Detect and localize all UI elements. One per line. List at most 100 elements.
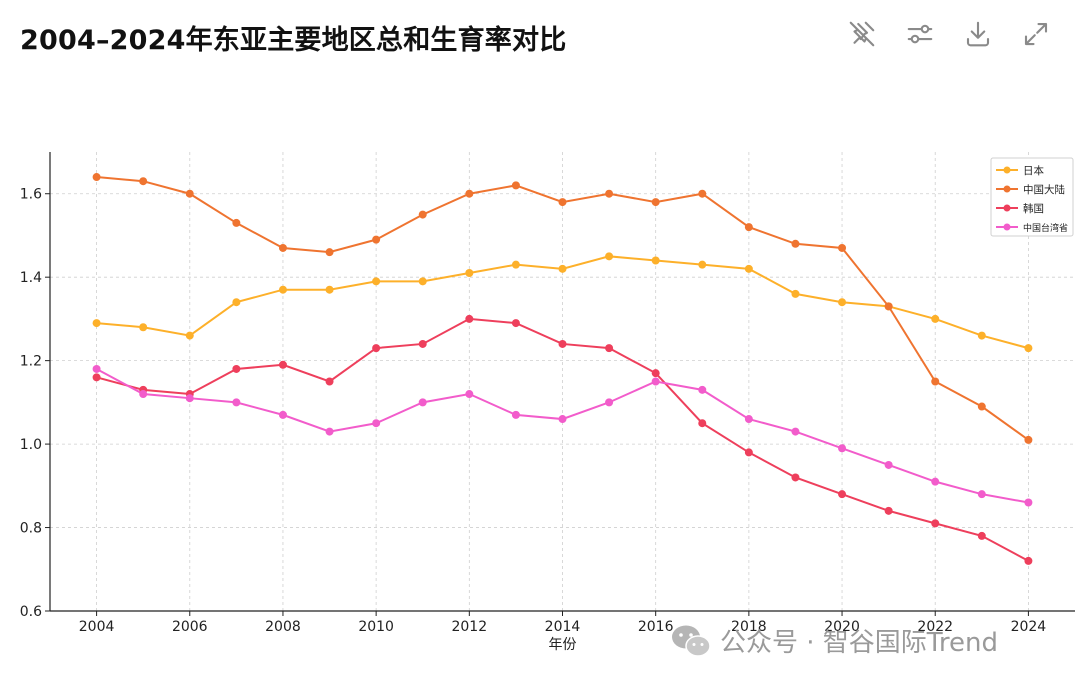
data-point bbox=[278, 360, 287, 369]
legend-marker bbox=[1003, 204, 1011, 212]
data-point bbox=[465, 269, 474, 278]
data-point bbox=[698, 419, 707, 428]
data-point bbox=[605, 189, 614, 198]
y-tick-label: 1.2 bbox=[20, 354, 42, 370]
legend-marker bbox=[1003, 166, 1011, 174]
data-point bbox=[651, 369, 660, 378]
data-point bbox=[185, 331, 194, 340]
legend-label: 日本 bbox=[1023, 164, 1045, 177]
data-point bbox=[931, 377, 940, 386]
x-tick-label: 2006 bbox=[172, 619, 208, 635]
data-point bbox=[92, 319, 101, 328]
series-1 bbox=[92, 173, 1033, 444]
legend-marker bbox=[1003, 185, 1011, 193]
series-0 bbox=[92, 252, 1033, 353]
data-point bbox=[558, 198, 567, 207]
y-tick-label: 1.6 bbox=[20, 187, 42, 203]
data-point bbox=[232, 398, 241, 407]
watermark: 公众号 · 智谷国际Trend bbox=[670, 622, 998, 659]
x-tick-label: 2022 bbox=[917, 619, 953, 635]
y-tick-label: 1.4 bbox=[20, 270, 42, 286]
data-point bbox=[418, 339, 427, 348]
data-point bbox=[977, 490, 986, 499]
data-point bbox=[605, 252, 614, 261]
data-point bbox=[139, 177, 148, 186]
y-tick-label: 1.0 bbox=[20, 437, 42, 453]
x-tick-label: 2008 bbox=[265, 619, 301, 635]
data-point bbox=[558, 339, 567, 348]
data-point bbox=[92, 373, 101, 382]
x-tick-label: 2004 bbox=[79, 619, 115, 635]
data-point bbox=[605, 398, 614, 407]
data-point bbox=[185, 189, 194, 198]
data-point bbox=[744, 415, 753, 424]
data-point bbox=[744, 223, 753, 232]
x-tick-label: 2018 bbox=[731, 619, 767, 635]
data-point bbox=[372, 235, 381, 244]
data-point bbox=[791, 239, 800, 248]
download-button[interactable] bbox=[962, 18, 994, 50]
data-point bbox=[372, 344, 381, 353]
data-point bbox=[651, 377, 660, 386]
data-point bbox=[465, 189, 474, 198]
x-tick-label: 2020 bbox=[824, 619, 860, 635]
series-2 bbox=[92, 314, 1033, 565]
data-point bbox=[977, 331, 986, 340]
x-tick-label: 2012 bbox=[451, 619, 487, 635]
grid-lines bbox=[50, 152, 1075, 612]
data-point bbox=[791, 289, 800, 298]
data-point bbox=[1024, 556, 1033, 565]
data-point bbox=[931, 314, 940, 323]
data-point bbox=[92, 364, 101, 373]
data-point bbox=[418, 398, 427, 407]
data-point bbox=[838, 490, 847, 499]
data-point bbox=[418, 210, 427, 219]
legend-box bbox=[990, 157, 1074, 237]
data-point bbox=[278, 410, 287, 419]
data-point bbox=[372, 277, 381, 286]
data-point bbox=[511, 181, 520, 190]
legend-label: 韩国 bbox=[1023, 202, 1044, 215]
data-point bbox=[651, 256, 660, 265]
data-point bbox=[511, 260, 520, 269]
settings-button[interactable] bbox=[904, 18, 936, 50]
series-3 bbox=[92, 364, 1033, 507]
data-point bbox=[931, 477, 940, 486]
legend-marker bbox=[1003, 223, 1011, 231]
pin-off-button[interactable] bbox=[846, 18, 878, 50]
data-point bbox=[698, 189, 707, 198]
data-point bbox=[698, 385, 707, 394]
x-tick-label: 2016 bbox=[638, 619, 674, 635]
wechat-icon bbox=[672, 625, 711, 657]
data-point bbox=[558, 264, 567, 273]
y-tick-label: 0.8 bbox=[20, 521, 42, 537]
data-point bbox=[698, 260, 707, 269]
data-point bbox=[791, 473, 800, 482]
x-tick-label: 2024 bbox=[1011, 619, 1047, 635]
data-point bbox=[232, 364, 241, 373]
download-icon bbox=[966, 21, 990, 47]
data-point bbox=[744, 264, 753, 273]
sliders-icon bbox=[907, 24, 933, 44]
data-point bbox=[1024, 498, 1033, 507]
data-point bbox=[558, 415, 567, 424]
data-point bbox=[884, 302, 893, 311]
pin-off-icon bbox=[849, 21, 875, 47]
data-point bbox=[838, 243, 847, 252]
data-point bbox=[465, 390, 474, 399]
x-axis-label: 年份 bbox=[549, 637, 577, 653]
expand-button[interactable] bbox=[1020, 18, 1052, 50]
data-point bbox=[511, 410, 520, 419]
data-point bbox=[232, 298, 241, 307]
data-point bbox=[977, 402, 986, 411]
data-point bbox=[325, 248, 334, 257]
expand-icon bbox=[1024, 22, 1048, 46]
legend-label: 中国台湾省 bbox=[1023, 222, 1068, 234]
data-point bbox=[92, 173, 101, 182]
y-tick-label: 0.6 bbox=[20, 604, 42, 620]
data-point bbox=[605, 344, 614, 353]
data-point bbox=[1024, 435, 1033, 444]
legend-label: 中国大陆 bbox=[1023, 183, 1065, 196]
